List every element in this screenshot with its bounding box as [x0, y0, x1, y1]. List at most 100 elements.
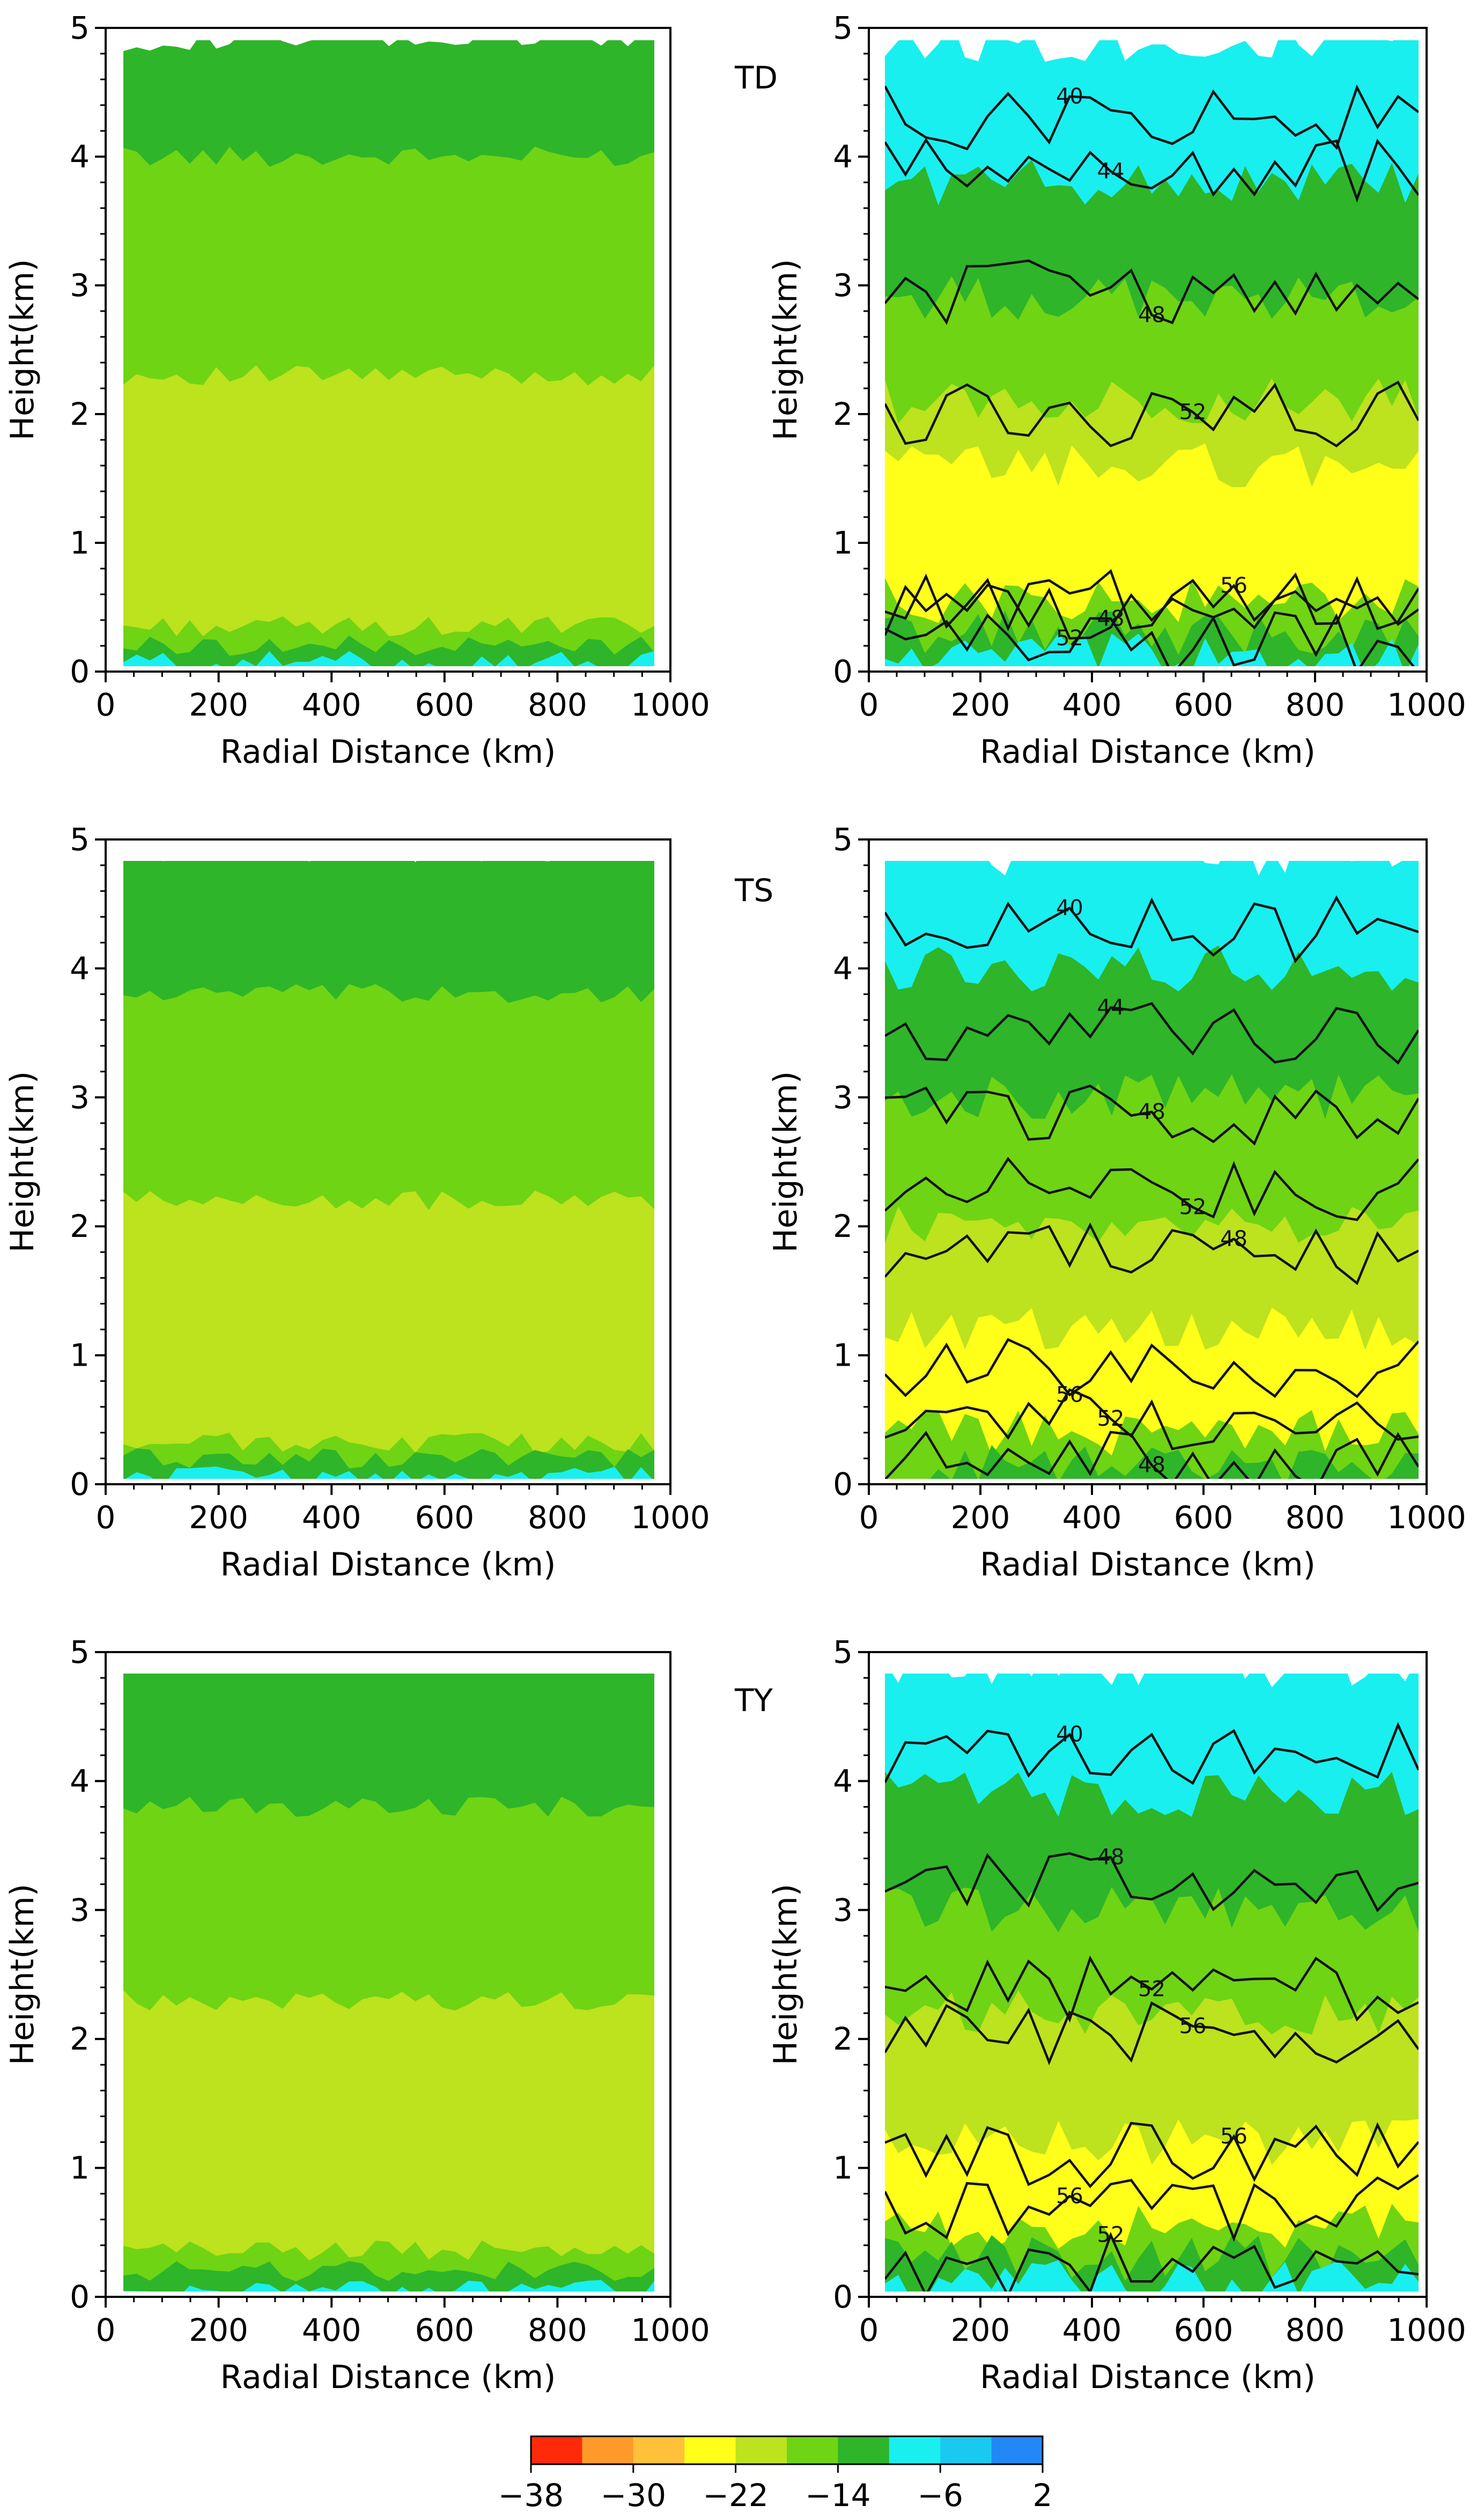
contour-label: 44 — [1097, 995, 1125, 1020]
band-m8 — [123, 651, 654, 666]
y-axis-label: Height(km) — [767, 259, 804, 440]
x-tick-label: 400 — [1062, 1499, 1122, 1536]
x-tick-label: 1000 — [631, 2312, 710, 2348]
y-tick-label: 3 — [833, 1079, 853, 1116]
band-m14 — [123, 635, 654, 666]
contour-line-56 — [885, 2001, 1419, 2066]
contour-label: 48 — [1097, 606, 1125, 631]
contour-label: 56 — [1179, 2014, 1207, 2039]
filled-contours — [885, 1674, 1419, 2291]
y-axis-label: Height(km) — [767, 1884, 804, 2065]
x-tick-label: 1000 — [1387, 2312, 1466, 2348]
band-m14 — [885, 1445, 1419, 1479]
contour-line-52 — [885, 1156, 1419, 1221]
x-tick-label: 800 — [528, 1499, 587, 1536]
x-axis-label: Radial Distance (km) — [220, 2359, 556, 2396]
y-tick-label: 5 — [833, 10, 853, 46]
band-m22 — [123, 1190, 654, 1479]
contour-label: 52 — [1179, 1195, 1207, 1220]
x-tick-label: 600 — [1174, 687, 1234, 723]
colorbar-segment — [991, 2436, 1043, 2464]
y-axis-label: Height(km) — [4, 1884, 41, 2065]
panel-tag-ty: TY — [734, 1682, 773, 1719]
contour-line-44 — [885, 1002, 1419, 1065]
x-tick-label: 800 — [1286, 2312, 1345, 2348]
colorbar-tick-label: −38 — [498, 2477, 564, 2514]
y-tick-label: 1 — [70, 525, 90, 561]
y-tick-label: 3 — [833, 267, 853, 304]
x-axis-label: Radial Distance (km) — [980, 2359, 1316, 2396]
contour-label: 44 — [1097, 159, 1125, 183]
panel-r2c0: 0 200 400 600 800 1000 0 1 2 3 4 5 Radial Distance (… — [4, 1634, 710, 2396]
band-m8 — [123, 2280, 654, 2291]
x-tick-label: 0 — [859, 2312, 879, 2348]
y-tick-label: 0 — [833, 653, 853, 690]
contour-label: 56 — [1220, 573, 1247, 598]
x-tick-label: 800 — [528, 687, 587, 723]
x-tick-label: 200 — [189, 1499, 248, 1536]
contour-label: 48 — [1097, 1845, 1125, 1869]
contour-label: 52 — [1179, 400, 1207, 424]
contour-label: 48 — [1138, 1453, 1165, 1478]
colorbar-segment — [838, 2436, 890, 2464]
colorbar-tick-label: −14 — [805, 2477, 870, 2514]
y-tick-label: 3 — [833, 1892, 853, 1928]
y-tick-label: 2 — [70, 396, 90, 432]
y-tick-label: 4 — [70, 1763, 90, 1799]
y-tick-label: 4 — [833, 138, 853, 175]
contour-line-40 — [885, 895, 1419, 964]
contour-line-52 — [885, 1388, 1419, 1450]
filled-contours — [885, 40, 1419, 666]
x-tick-label: 600 — [1174, 1499, 1234, 1536]
x-tick-label: 200 — [189, 2312, 248, 2348]
x-tick-label: 400 — [302, 687, 361, 723]
y-tick-label: 4 — [70, 138, 90, 175]
x-tick-label: 1000 — [631, 687, 710, 723]
x-tick-label: 800 — [1286, 687, 1345, 723]
band-m22 — [123, 365, 654, 666]
x-tick-label: 600 — [415, 1499, 474, 1536]
y-tick-label: 2 — [833, 2021, 853, 2057]
contour-line-48 — [885, 1222, 1419, 1285]
contour-label: 52 — [1138, 1977, 1165, 2002]
y-tick-label: 1 — [833, 1337, 853, 1374]
contour-label: 52 — [1097, 2223, 1125, 2248]
y-tick-label: 1 — [70, 2150, 90, 2186]
x-tick-label: 600 — [1174, 2312, 1234, 2348]
x-tick-label: 1000 — [631, 1499, 710, 1536]
panel-tag-td: TD — [734, 60, 778, 96]
filled-contours — [123, 1674, 654, 2291]
y-tick-label: 5 — [70, 821, 90, 858]
x-tick-label: 400 — [302, 1499, 361, 1536]
colorbar-segment — [582, 2436, 634, 2464]
y-tick-label: 5 — [833, 1634, 853, 1670]
x-axis-label: Radial Distance (km) — [980, 733, 1316, 771]
y-tick-label: 3 — [70, 267, 90, 304]
y-tick-label: 2 — [833, 396, 853, 432]
colorbar-tick-label: −22 — [703, 2477, 768, 2514]
colorbar-tick-label: −6 — [917, 2477, 963, 2514]
contour-label: 48 — [1138, 303, 1165, 327]
colorbar-segment — [633, 2436, 685, 2464]
contour-label: 40 — [1056, 896, 1083, 920]
y-tick-label: 1 — [70, 1337, 90, 1374]
x-tick-label: 800 — [1286, 1499, 1345, 1536]
contour-line-48 — [885, 1852, 1419, 1913]
x-axis-label: Radial Distance (km) — [220, 733, 556, 771]
x-tick-label: 1000 — [1387, 1499, 1466, 1536]
contour-line-56 — [885, 569, 1419, 631]
panel-ty: 40 48 52 56 56 56 52 0 200 400 600 800 1000 0 1 2 3 4 5 Rad… — [734, 1634, 1466, 2396]
x-tick-label: 400 — [1062, 2312, 1122, 2348]
contour-label: 40 — [1056, 84, 1083, 109]
contour-label: 48 — [1220, 1227, 1247, 1251]
contour-label: 48 — [1138, 1100, 1165, 1124]
x-tick-label: 0 — [96, 687, 116, 723]
panel-r0c0: 0 200 400 600 800 1000 0 1 2 3 4 5 Radial Distance (… — [4, 10, 710, 771]
panel-r1c0: 0 200 400 600 800 1000 0 1 2 3 4 5 Radial Distance (… — [4, 821, 710, 1583]
contour-label: 56 — [1056, 2184, 1083, 2208]
contour-line-52 — [885, 2231, 1419, 2291]
colorbar-segment — [940, 2436, 992, 2464]
y-tick-label: 3 — [70, 1892, 90, 1928]
contour-line-48 — [885, 1084, 1419, 1146]
